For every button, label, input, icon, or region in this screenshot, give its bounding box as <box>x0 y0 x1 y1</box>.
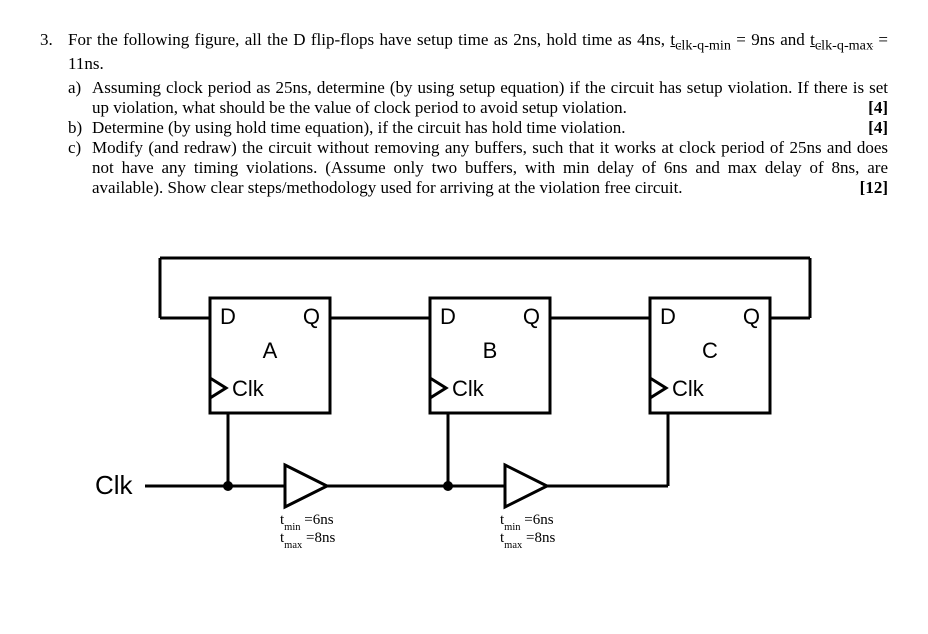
svg-text:tmax =8ns: tmax =8ns <box>280 530 335 548</box>
question-3: 3. For the following figure, all the D f… <box>40 30 888 198</box>
svg-text:D: D <box>440 304 456 329</box>
svg-text:Clk: Clk <box>672 376 705 401</box>
svg-text:D: D <box>660 304 676 329</box>
subpart-a: a) Assuming clock period as 25ns, determ… <box>68 78 888 118</box>
tclkqmin: tclk-q-min <box>670 30 731 49</box>
marks-b: [4] <box>868 118 888 138</box>
tclkqmax: tclk-q-max <box>810 30 873 49</box>
question-body: For the following figure, all the D flip… <box>68 30 888 198</box>
question-number: 3. <box>40 30 68 198</box>
subpart-c: c) Modify (and redraw) the circuit witho… <box>68 138 888 198</box>
svg-text:Q: Q <box>303 304 320 329</box>
svg-text:B: B <box>483 338 498 363</box>
svg-text:tmax =8ns: tmax =8ns <box>500 530 555 548</box>
marks-a: [4] <box>868 98 888 118</box>
circuit-svg: DQAClkDQBClkDQCClkClktmin =6nstmax =8nst… <box>80 228 860 548</box>
svg-text:Q: Q <box>523 304 540 329</box>
marks-c: [12] <box>860 178 888 198</box>
intro-text-1: For the following figure, all the D flip… <box>68 30 670 49</box>
subpart-b: b) Determine (by using hold time equatio… <box>68 118 888 138</box>
svg-text:Clk: Clk <box>232 376 265 401</box>
svg-text:Clk: Clk <box>452 376 485 401</box>
svg-text:Clk: Clk <box>95 470 134 500</box>
intro-text-2: = 9ns and <box>731 30 810 49</box>
subparts-list: a) Assuming clock period as 25ns, determ… <box>68 78 888 198</box>
circuit-diagram: DQAClkDQBClkDQCClkClktmin =6nstmax =8nst… <box>80 228 888 553</box>
svg-text:Q: Q <box>743 304 760 329</box>
svg-text:A: A <box>263 338 278 363</box>
svg-text:C: C <box>702 338 718 363</box>
svg-text:D: D <box>220 304 236 329</box>
